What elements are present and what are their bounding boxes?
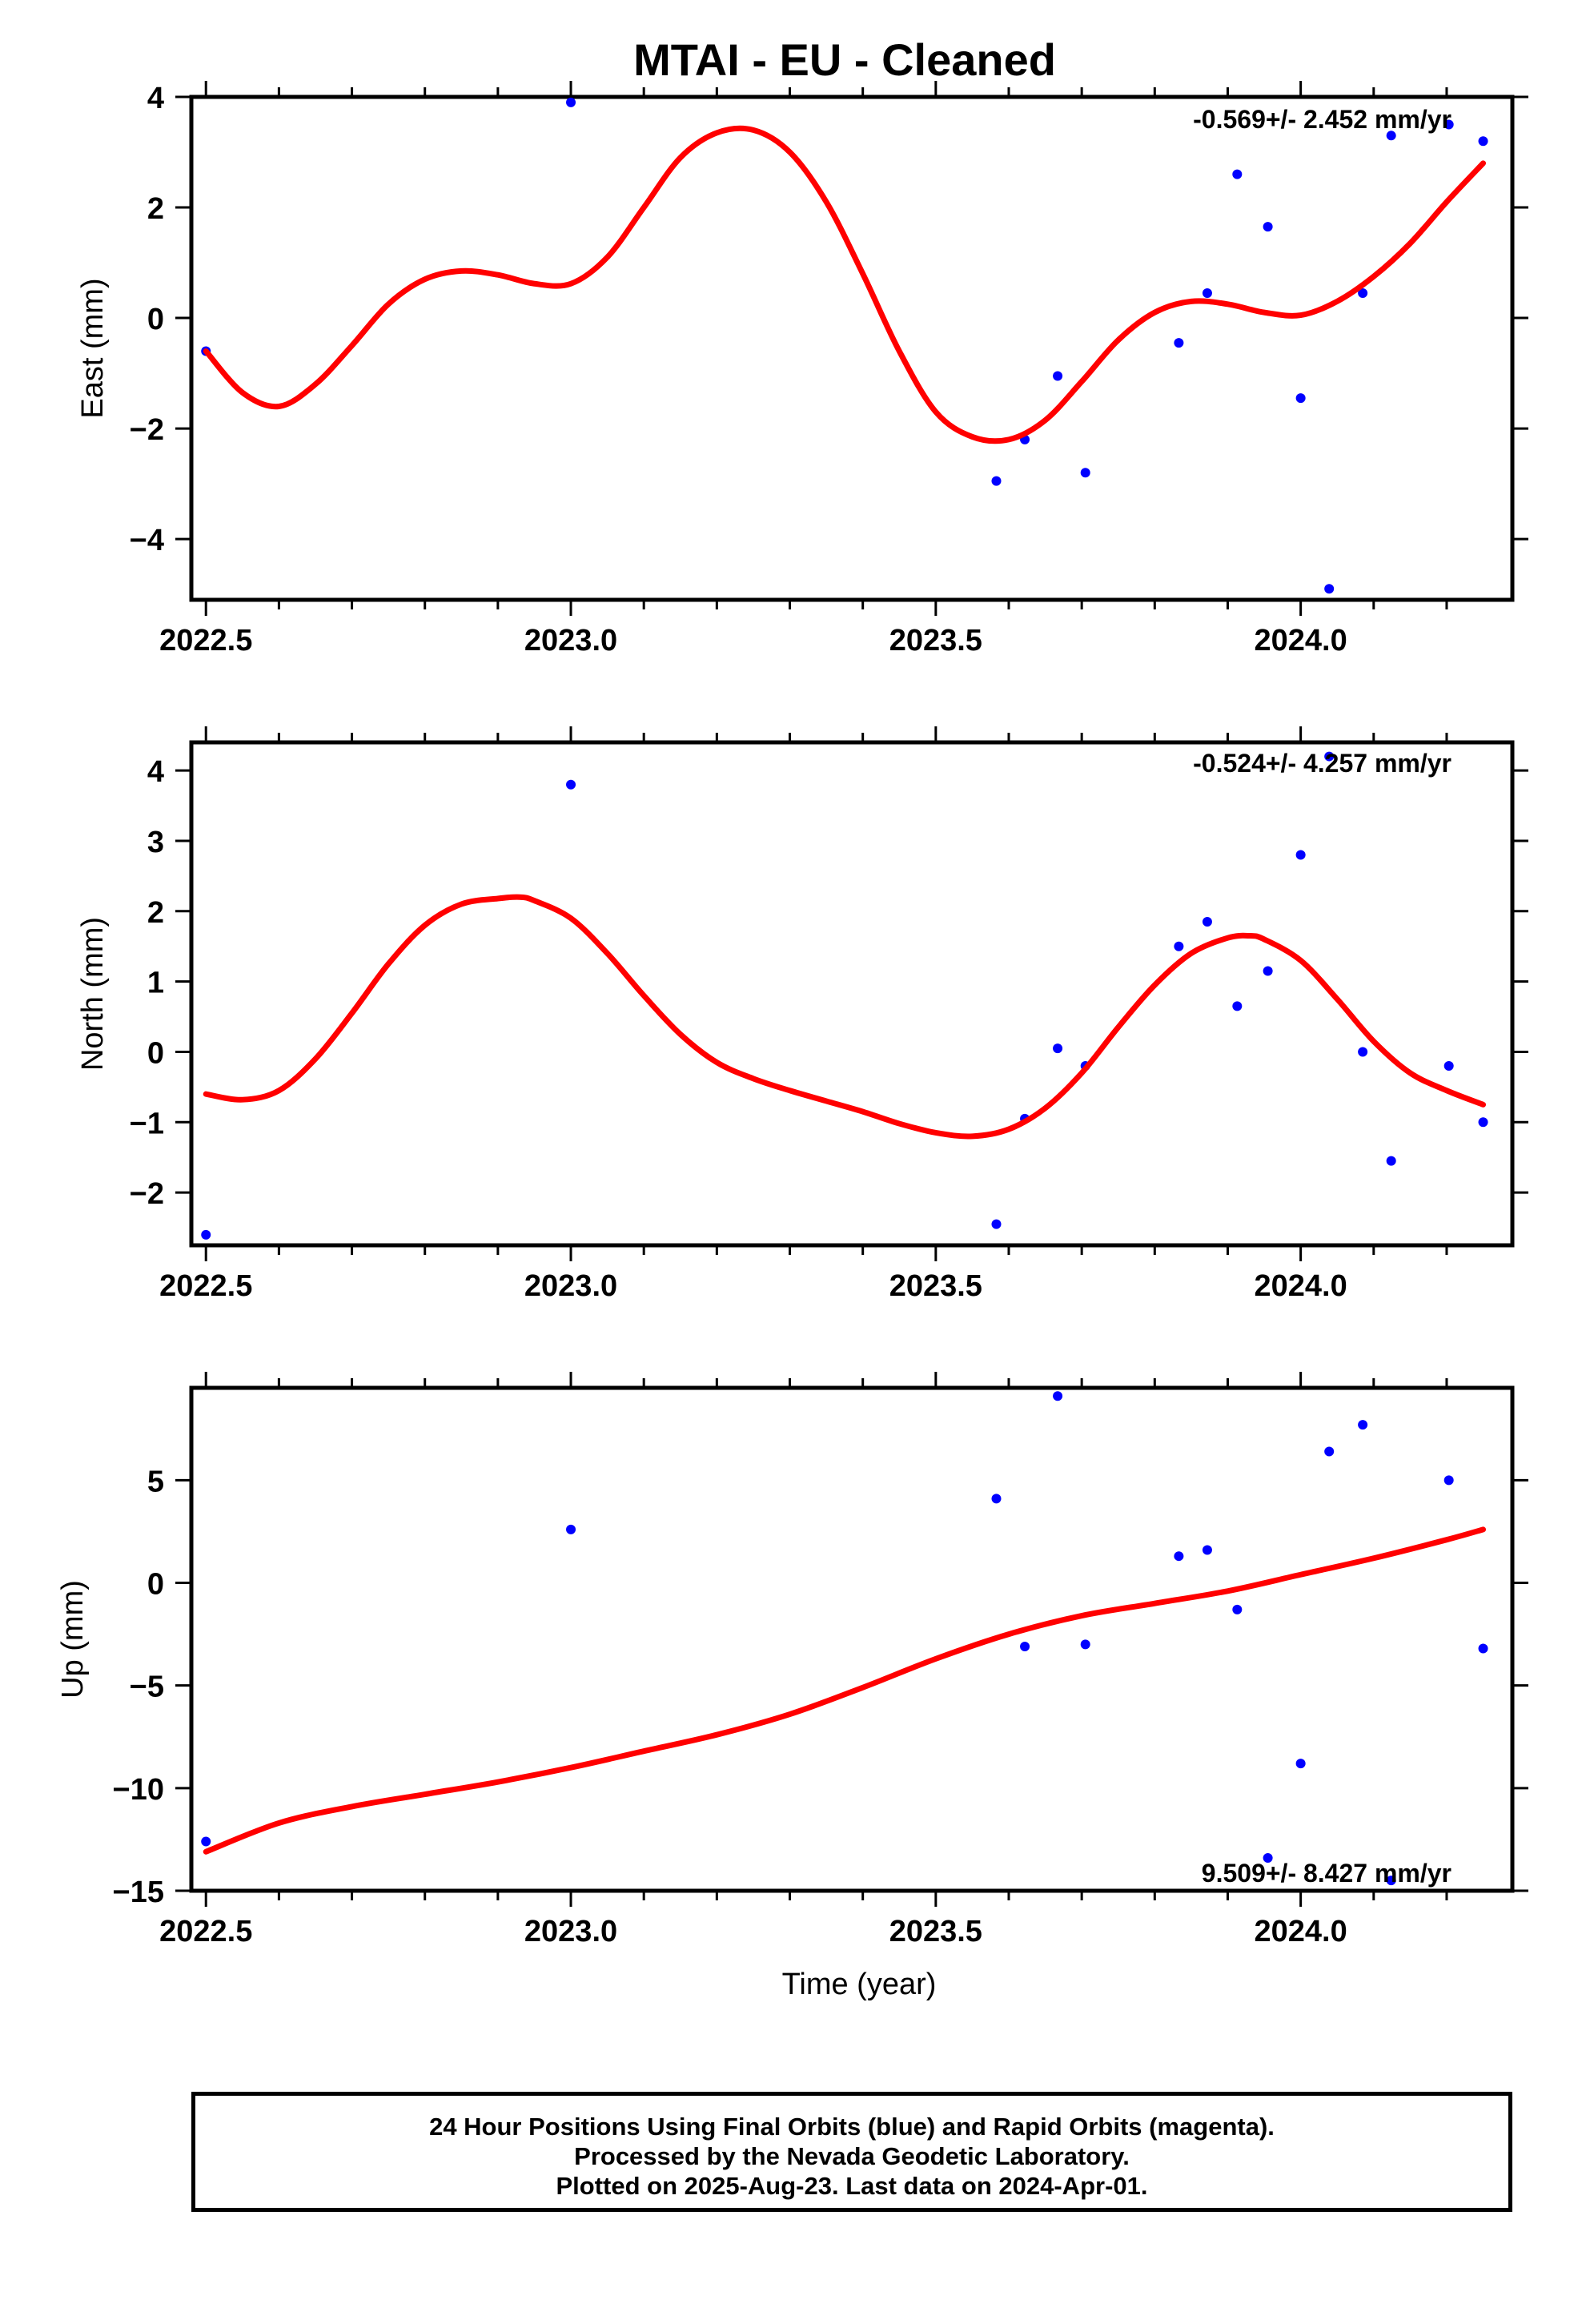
y-tick-label: −5 [130,1671,164,1704]
fit-curve [203,894,1487,1140]
data-point [1080,1639,1090,1650]
data-point [1174,941,1184,951]
y-tick-label: −2 [130,413,164,447]
x-tick-label: 2023.0 [524,624,617,657]
east-panel: 2022.5 2023.0 2023.5 2024.0 4 2 0 −2 −4 East (mm)… [76,81,1528,657]
x-tick-label: 2024.0 [1255,624,1347,657]
data-point [1263,966,1273,976]
data-point [1053,1391,1063,1401]
y-tick-label: 2 [147,896,164,930]
data-point [566,779,576,790]
fit-curve [203,125,1487,444]
y-tick-label: −1 [130,1107,164,1140]
footer-line-3: Plotted on 2025-Aug-23. Last data on 202… [556,2172,1148,2200]
data-point [1443,119,1454,130]
rate-annotation: -0.569+/- 2.452 mm/yr [1193,105,1452,134]
data-point [1232,169,1243,179]
data-point [1443,1061,1454,1072]
data-point [1295,393,1306,404]
x-tick-label: 2023.5 [889,1269,982,1303]
data-point [201,1836,211,1847]
data-point [1174,338,1184,348]
data-point [1324,1446,1335,1457]
data-point [1295,850,1306,860]
y-axis-label: North (mm) [76,917,110,1071]
x-tick-label: 2024.0 [1255,1915,1347,1948]
data-point [1232,1001,1243,1011]
footer-line-1: 24 Hour Positions Using Final Orbits (bl… [429,2113,1275,2141]
up-panel: 2022.5 2023.0 2023.5 2024.0 5 0 −5 −10 −15 Up (mm… [56,1372,1528,2001]
data-point [1386,131,1396,141]
y-tick-label: −10 [113,1773,164,1807]
y-tick-label: 0 [147,303,164,336]
data-point [1478,1643,1488,1654]
data-point [1263,1852,1273,1863]
data-point [1386,1876,1396,1886]
y-tick-label: 0 [147,1568,164,1602]
y-axis-label: East (mm) [76,278,110,418]
x-tick-label: 2022.5 [159,1269,252,1303]
data-point [1358,287,1368,298]
data-point [1202,1545,1212,1555]
rate-annotation: 9.509+/- 8.427 mm/yr [1202,1859,1452,1888]
data-point [1053,371,1063,381]
data-point [201,1229,211,1240]
x-tick-label: 2023.0 [524,1915,617,1948]
fit-curve [203,1526,1487,1855]
data-point [1232,1604,1243,1614]
y-tick-label: −4 [130,524,164,557]
x-tick-label: 2023.0 [524,1269,617,1303]
data-point [1386,1156,1396,1166]
data-point [1202,916,1212,927]
data-point [1324,751,1335,762]
data-point [1358,1047,1368,1057]
data-point [1174,1551,1184,1562]
rate-annotation: -0.524+/- 4.257 mm/yr [1193,749,1452,778]
data-point [991,1219,1002,1229]
figure-canvas: 2022.5 2023.0 2023.5 2024.0 4 2 0 −2 −4 East (mm)… [56,81,1528,2001]
y-tick-label: −15 [113,1876,164,1909]
data-point [1202,287,1212,298]
x-tick-label: 2024.0 [1255,1269,1347,1303]
plot-frame [189,94,1515,602]
y-tick-label: 5 [147,1465,164,1498]
y-tick-label: 0 [147,1036,164,1070]
y-tick-label: 3 [147,826,164,859]
data-point [991,476,1002,486]
data-point [1053,1043,1063,1054]
data-point [1358,1420,1368,1430]
x-tick-label: 2023.5 [889,624,982,657]
x-tick-label: 2023.5 [889,1915,982,1948]
y-tick-label: 4 [147,82,164,115]
y-tick-label: −2 [130,1177,164,1211]
x-tick-label: 2022.5 [159,624,252,657]
data-point [1295,1759,1306,1769]
data-point [1443,1475,1454,1486]
data-point [1478,1117,1488,1128]
y-tick-label: 1 [147,967,164,1000]
y-tick-label: 4 [147,755,164,789]
x-tick-label: 2022.5 [159,1915,252,1948]
y-axis-label: Up (mm) [56,1580,90,1699]
chart-title: MTAI - EU - Cleaned [633,34,1056,85]
x-axis-label: Time (year) [782,1968,937,2001]
data-point [991,1494,1002,1504]
footer-box: 24 Hour Positions Using Final Orbits (bl… [191,2092,1512,2212]
data-point [566,97,576,107]
data-point [1080,468,1090,478]
footer-line-2: Processed by the Nevada Geodetic Laborat… [574,2142,1130,2170]
data-point [1263,222,1273,232]
data-point [1478,136,1488,147]
data-point [1324,584,1335,594]
plot-frame [189,1385,1515,1893]
data-point [1020,1641,1030,1651]
y-tick-label: 2 [147,192,164,226]
north-panel: 2022.5 2023.0 2023.5 2024.0 4 3 2 1 0 −1 −2 North (… [76,726,1528,1303]
plot-frame [189,740,1515,1248]
data-point [566,1524,576,1534]
